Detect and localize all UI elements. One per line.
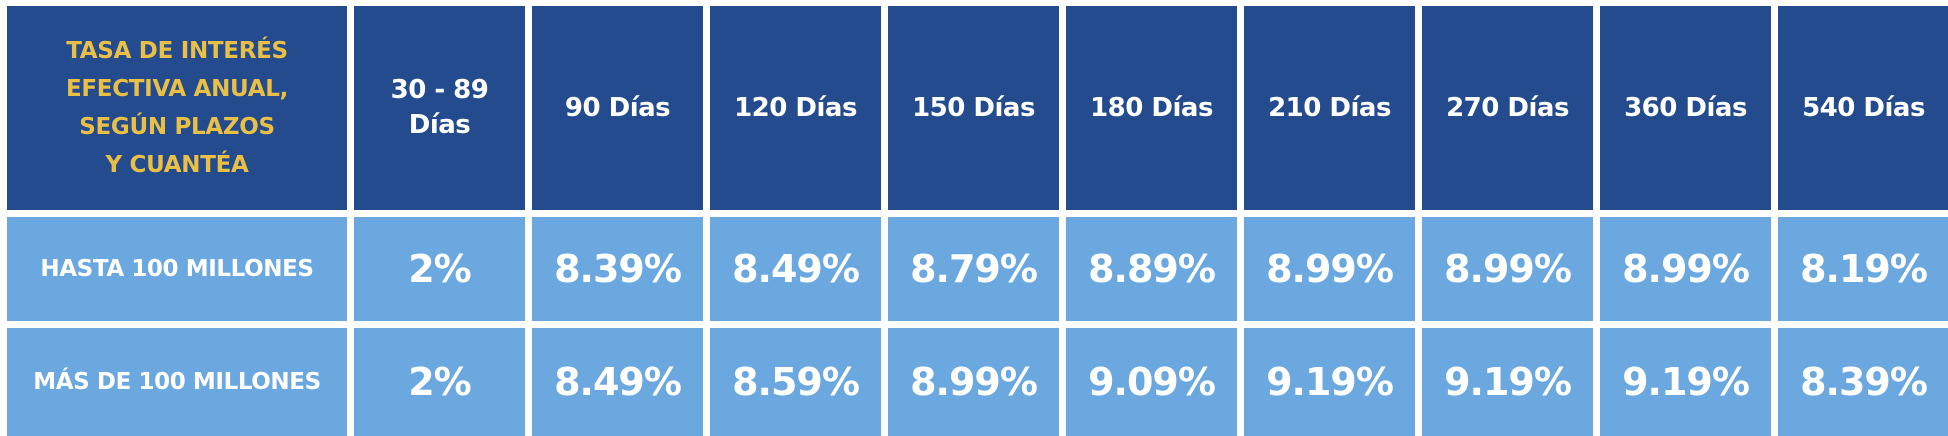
row-label-over-100-million: MÁS DE 100 MILLONES xyxy=(7,328,347,436)
column-header-90-days: 90 Días xyxy=(532,6,703,210)
rate-cell-up-to-100-million-540-days: 8.19% xyxy=(1778,217,1948,321)
rate-cell-over-100-million-90-days: 8.49% xyxy=(532,328,703,436)
column-header-270-days: 270 Días xyxy=(1422,6,1593,210)
rate-cell-up-to-100-million-120-days: 8.49% xyxy=(710,217,881,321)
column-header-360-days: 360 Días xyxy=(1600,6,1771,210)
rate-cell-over-100-million-360-days: 9.19% xyxy=(1600,328,1771,436)
rate-cell-over-100-million-210-days: 9.19% xyxy=(1244,328,1415,436)
column-header-120-days: 120 Días xyxy=(710,6,881,210)
row-label-up-to-100-million: HASTA 100 MILLONES xyxy=(7,217,347,321)
rate-cell-up-to-100-million-210-days: 8.99% xyxy=(1244,217,1415,321)
table-title-header: TASA DE INTERÉS EFECTIVA ANUAL, SEGÚN PL… xyxy=(7,6,347,210)
column-header-30-89-days: 30 - 89 Días xyxy=(354,6,525,210)
rate-cell-up-to-100-million-270-days: 8.99% xyxy=(1422,217,1593,321)
rate-cell-over-100-million-270-days: 9.19% xyxy=(1422,328,1593,436)
column-header-150-days: 150 Días xyxy=(888,6,1059,210)
rate-cell-up-to-100-million-90-days: 8.39% xyxy=(532,217,703,321)
rate-cell-up-to-100-million-180-days: 8.89% xyxy=(1066,217,1237,321)
rate-cell-over-100-million-120-days: 8.59% xyxy=(710,328,881,436)
column-header-180-days: 180 Días xyxy=(1066,6,1237,210)
rate-cell-over-100-million-30-89-days: 2% xyxy=(354,328,525,436)
column-header-540-days: 540 Días xyxy=(1778,6,1948,210)
rate-cell-over-100-million-150-days: 8.99% xyxy=(888,328,1059,436)
rate-cell-up-to-100-million-150-days: 8.79% xyxy=(888,217,1059,321)
rate-cell-over-100-million-180-days: 9.09% xyxy=(1066,328,1237,436)
column-header-210-days: 210 Días xyxy=(1244,6,1415,210)
rate-cell-over-100-million-540-days: 8.39% xyxy=(1778,328,1948,436)
rate-cell-up-to-100-million-360-days: 8.99% xyxy=(1600,217,1771,321)
rate-cell-up-to-100-million-30-89-days: 2% xyxy=(354,217,525,321)
